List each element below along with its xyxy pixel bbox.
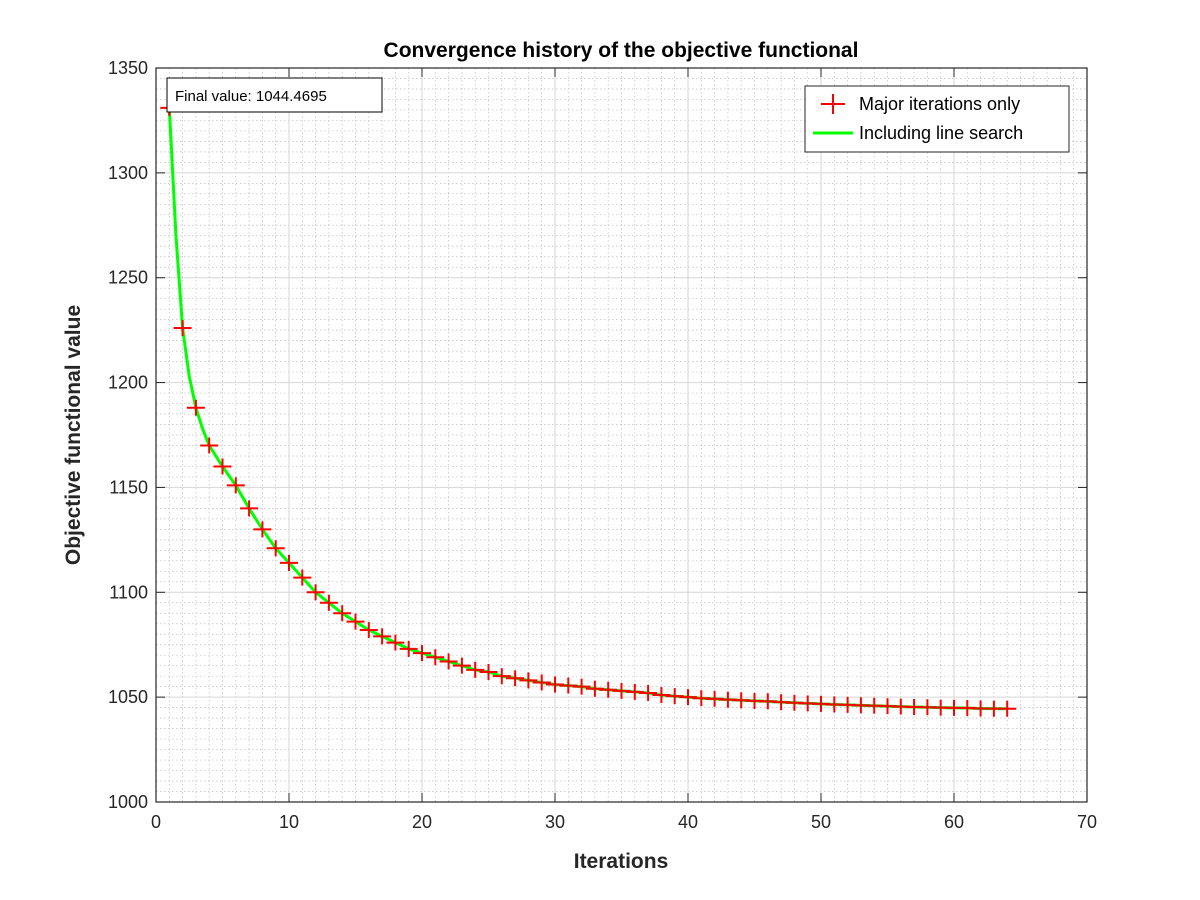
annotation-text: Final value: 1044.4695 [175, 88, 327, 105]
legend-marker-major-iterations [821, 94, 845, 114]
marker-point-26 [492, 668, 511, 685]
y-tick-label: 1200 [108, 373, 148, 393]
marker-point-29 [532, 674, 551, 691]
marker-point-22 [439, 653, 458, 670]
x-tick-label: 40 [678, 812, 698, 832]
marker-point-20 [413, 645, 431, 662]
marker-point-28 [519, 672, 538, 689]
y-tick-label: 1150 [109, 477, 148, 497]
x-tick-label: 50 [811, 812, 831, 832]
marker-point-21 [426, 649, 445, 666]
marker-point-27 [506, 670, 525, 687]
marker-point-5 [213, 458, 232, 475]
marker-point-38 [652, 687, 671, 704]
marker-point-13 [319, 594, 338, 611]
marker-point-15 [346, 613, 365, 630]
legend-label-line-search: Including line search [859, 123, 1023, 143]
marker-point-36 [625, 683, 644, 700]
annotation-frame [166, 77, 383, 113]
marker-point-12 [306, 584, 325, 601]
chart-title: Convergence history of the objective fun… [384, 39, 859, 62]
marker-point-11 [293, 569, 312, 586]
marker-point-23 [452, 657, 471, 674]
y-tick-label: 1050 [108, 687, 148, 707]
marker-point-17 [373, 628, 392, 645]
marker-point-16 [359, 622, 378, 639]
marker-point-2 [173, 320, 192, 337]
marker-point-10 [280, 554, 298, 571]
annotation-box: Final value: 1044.4695 [166, 77, 383, 113]
x-axis-label: Iterations [574, 850, 669, 873]
marker-point-7 [240, 500, 259, 517]
marker-point-3 [186, 399, 205, 416]
series-layer [160, 99, 1017, 717]
x-tick-label: 60 [944, 812, 964, 832]
marker-point-33 [585, 680, 604, 697]
y-tick-label: 1100 [109, 582, 148, 602]
x-tick-label: 0 [151, 812, 161, 832]
x-tick-label: 20 [412, 812, 432, 832]
x-tick-label: 30 [545, 812, 565, 832]
minor-grid [156, 68, 1087, 802]
legend: Major iterations only Including line sea… [804, 85, 1070, 153]
y-tick-label: 1350 [108, 58, 148, 78]
marker-point-14 [333, 605, 352, 622]
marker-point-40 [679, 689, 697, 706]
marker-point-37 [639, 684, 658, 701]
marker-point-25 [479, 663, 498, 680]
marker-point-8 [253, 521, 272, 538]
y-tick-label: 1250 [108, 268, 148, 288]
marker-point-4 [200, 437, 219, 454]
marker-point-31 [559, 677, 578, 694]
x-tick-label: 10 [279, 812, 299, 832]
legend-frame [804, 85, 1070, 153]
marker-point-19 [399, 640, 418, 657]
axis-ticks: 0 10 20 30 40 50 60 70 1000 1050 1100 1150 1200 1250 1… [108, 58, 1097, 832]
marker-point-64 [998, 700, 1017, 717]
y-tick-label: 1000 [108, 792, 148, 812]
marker-point-39 [665, 688, 684, 705]
marker-point-18 [386, 634, 405, 651]
marker-point-35 [612, 682, 631, 699]
y-axis-label: Objective functional value [62, 305, 85, 565]
marker-point-9 [266, 540, 285, 557]
marker-point-34 [599, 681, 618, 698]
marker-point-30 [546, 676, 564, 693]
legend-label-major-iterations: Major iterations only [859, 94, 1020, 114]
plot-frame [155, 67, 1088, 803]
marker-point-32 [572, 678, 591, 695]
y-tick-label: 1300 [108, 163, 148, 183]
marker-point-24 [466, 661, 485, 678]
marker-point-6 [226, 477, 245, 494]
x-tick-label: 70 [1077, 812, 1097, 832]
